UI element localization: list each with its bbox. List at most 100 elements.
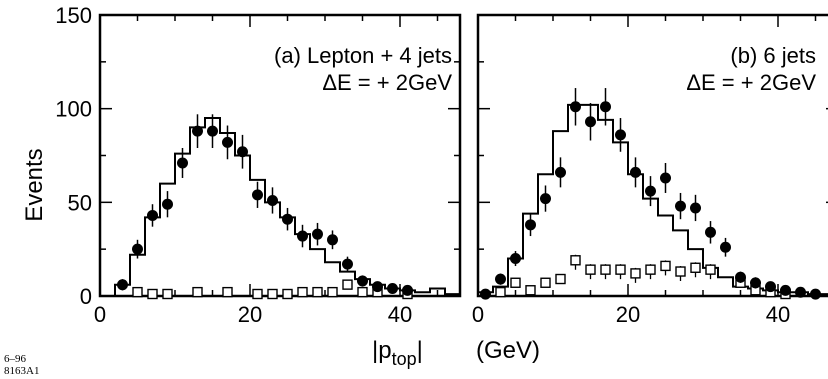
panel-b-open-points — [495, 254, 791, 300]
panel-a-tick-labels: 0 20 40 0 50 100 150 — [55, 3, 412, 327]
panel-b-open-point — [660, 260, 671, 272]
panel-a-filled-point — [252, 189, 263, 201]
panel-b-open-point — [690, 262, 701, 273]
panel-a-ticks — [99, 14, 460, 297]
panel-a-open-point — [312, 286, 323, 298]
panel-b-filled-point — [795, 286, 806, 298]
panel-b-tick-labels: 0 20 40 — [472, 302, 790, 327]
panel-b-filled-point — [570, 101, 581, 113]
panel-b-filled-point — [735, 271, 746, 283]
panel-a-filled-point — [207, 125, 218, 137]
corner-code-1: 6–96 — [4, 353, 27, 365]
panel-a-open-points — [132, 279, 413, 300]
x-axis-label: |ptop| — [372, 337, 423, 369]
panel-a-x-tick-label: 0 — [94, 302, 106, 327]
panel-b-filled-point — [615, 129, 626, 141]
panel-b-open-point — [585, 264, 596, 275]
panel-a-filled-point — [162, 198, 173, 210]
panel-b-title: (b) 6 jets — [730, 43, 816, 68]
panel-a-filled-point — [297, 230, 308, 242]
panel-b-open-point — [570, 255, 581, 266]
panel-a-open-point — [297, 286, 308, 298]
panel-a-y-tick-label: 0 — [80, 284, 92, 309]
panel-b-filled-point — [750, 277, 761, 289]
panel-a-x-tick-label: 40 — [388, 302, 412, 327]
y-axis-label: Events — [21, 148, 48, 221]
x-axis-label-close: | — [417, 337, 423, 364]
panel-a-filled-point — [237, 146, 248, 158]
panel-a-open-point — [147, 288, 158, 300]
panel-a-filled-point — [312, 228, 323, 240]
panel-b-filled-point — [645, 185, 656, 197]
panel-a-subtitle: ΔE = + 2GeV — [322, 70, 452, 95]
panel-a-open-point — [252, 288, 263, 300]
panel-b-open-point — [540, 277, 551, 288]
panel-b-filled-point — [660, 172, 671, 184]
corner-code-2: 8163A1 — [4, 365, 39, 377]
panel-a-filled-point — [177, 157, 188, 169]
x-axis-label-main: |p — [372, 337, 392, 364]
panel-b-filled-point — [765, 281, 776, 293]
panel-b-open-point — [630, 268, 641, 279]
panel-b-filled-point — [810, 288, 821, 300]
panel-a-title: (a) Lepton + 4 jets — [274, 43, 452, 68]
panel-b-subtitle: ΔE = + 2GeV — [686, 70, 816, 95]
panel-a-open-point — [162, 288, 173, 300]
panel-a-open-point — [132, 286, 143, 298]
panel-b-open-point — [495, 286, 506, 298]
panel-b-filled-point — [690, 202, 701, 214]
panel-a-open-point — [282, 288, 293, 300]
panel-a-filled-points — [117, 114, 413, 296]
panel-a-y-tick-label: 150 — [55, 3, 92, 28]
panel-b-filled-point — [780, 284, 791, 296]
x-axis-label-sub: top — [392, 349, 417, 369]
panel-b-filled-points — [480, 88, 821, 300]
panel-b: (b) 6 jets ΔE = + 2GeV 0 20 40 — [472, 13, 828, 327]
panel-b-filled-point — [480, 288, 491, 300]
panel-a-histogram — [114, 117, 460, 296]
panel-a-filled-point — [357, 275, 368, 287]
panel-a-filled-point — [147, 209, 158, 221]
panel-b-filled-point — [630, 166, 641, 178]
panel-b-open-point — [615, 264, 626, 275]
panel-b-open-point — [600, 264, 611, 275]
panel-b-filled-point — [555, 166, 566, 178]
panel-b-filled-point — [495, 273, 506, 285]
x-axis-unit: (GeV) — [476, 337, 540, 364]
panel-a-open-point — [327, 286, 338, 298]
panel-a-filled-point — [372, 281, 383, 293]
panel-a-y-tick-label: 100 — [55, 97, 92, 122]
panel-a-filled-point — [402, 284, 413, 296]
panel-a-filled-point — [342, 258, 353, 270]
panel-a-open-point — [357, 286, 368, 298]
panel-b-filled-point — [705, 226, 716, 238]
panel-b-open-point — [525, 285, 536, 296]
panel-b-open-point — [705, 264, 716, 275]
panel-a-y-tick-label: 50 — [68, 190, 92, 215]
panel-a-filled-point — [282, 213, 293, 225]
panel-b-open-point — [645, 264, 656, 275]
panel-b-filled-point — [585, 116, 596, 128]
panel-a-filled-point — [117, 279, 128, 291]
panel-a-open-point — [267, 288, 278, 300]
panel-b-open-point — [675, 266, 686, 277]
panel-b-x-tick-label: 20 — [616, 302, 640, 327]
panel-b-x-tick-label: 0 — [472, 302, 484, 327]
panel-b-filled-point — [720, 241, 731, 253]
panel-a-histogram-line — [114, 117, 460, 296]
panel-b-filled-point — [540, 193, 551, 205]
panel-a-filled-point — [387, 283, 398, 295]
panel-b-x-tick-label: 40 — [766, 302, 790, 327]
panel-a-filled-point — [192, 125, 203, 137]
panel-a-filled-point — [222, 136, 233, 148]
panel-a-filled-point — [267, 194, 278, 206]
panel-b-open-point — [510, 277, 521, 288]
panel-a-open-point — [222, 286, 233, 298]
panel-a-filled-point — [327, 234, 338, 246]
panel-a-open-point — [342, 279, 353, 290]
panel-b-filled-point — [675, 200, 686, 212]
panel-b-filled-point — [600, 101, 611, 113]
panel-a: (a) Lepton + 4 jets ΔE = + 2GeV 0 20 40 0 50… — [55, 3, 462, 327]
panel-a-x-tick-label: 20 — [238, 302, 262, 327]
